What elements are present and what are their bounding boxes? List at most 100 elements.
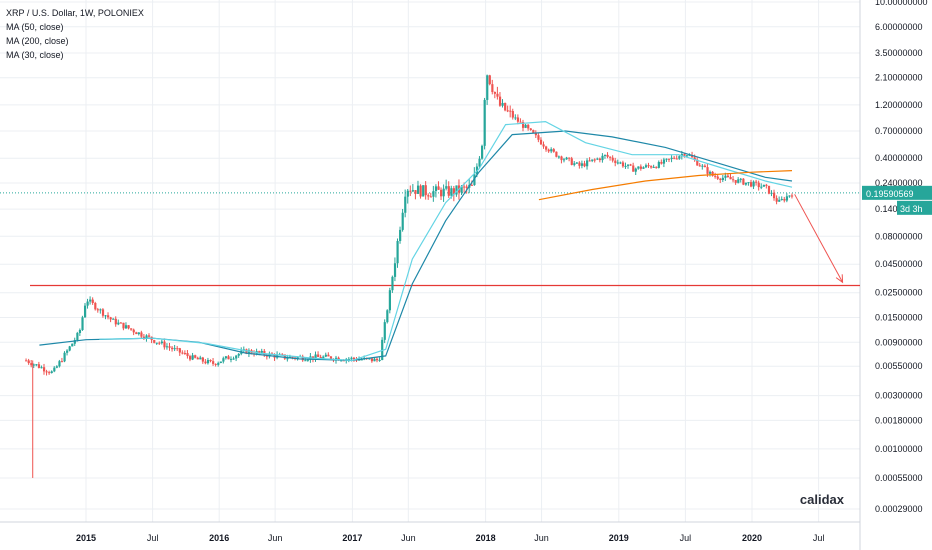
candle-body: [629, 164, 632, 166]
candle-body: [496, 93, 499, 97]
candle-body: [762, 184, 765, 187]
candle-body: [586, 160, 589, 167]
candle-body: [598, 158, 602, 161]
candle-body: [296, 356, 299, 359]
candle-body: [199, 357, 202, 360]
candle-body: [573, 163, 576, 165]
candle-body: [504, 102, 507, 111]
y-tick-label: 0.00100000: [875, 444, 923, 454]
candle-body: [706, 167, 709, 174]
candle-body: [647, 165, 650, 167]
candle-body: [232, 358, 235, 360]
x-tick-label: 2015: [76, 533, 96, 543]
candle-body: [45, 371, 48, 373]
candle-body: [483, 99, 486, 146]
candle-body: [624, 165, 627, 167]
candle-body: [688, 155, 691, 157]
candle-body: [655, 166, 658, 168]
legend-ma50: MA (50, close): [6, 22, 64, 32]
y-tick-label: 0.24000000: [875, 178, 923, 188]
candle-body: [416, 185, 420, 194]
candle-body: [40, 367, 43, 369]
candle-body: [491, 84, 494, 92]
candle-body: [644, 165, 648, 168]
legend-ma200: MA (200, close): [6, 36, 69, 46]
candle-body: [724, 175, 727, 178]
candle-body: [352, 357, 356, 360]
candle-body: [783, 198, 786, 201]
candle-body: [217, 362, 220, 365]
candle-body: [173, 348, 176, 350]
candle-body: [509, 110, 512, 112]
y-tick-label: 6.00000000: [875, 22, 923, 32]
candle-body: [527, 124, 530, 129]
y-tick-label: 0.00550000: [875, 361, 923, 371]
candle-body: [109, 317, 112, 320]
candle-body: [675, 158, 678, 160]
candle-body: [524, 124, 527, 128]
candle-body: [224, 356, 228, 359]
candle-body: [609, 156, 612, 158]
candle-body: [606, 154, 609, 157]
candle-body: [319, 356, 322, 359]
candle-body: [411, 190, 415, 192]
candle-body: [752, 181, 755, 187]
x-tick-label: 2018: [476, 533, 496, 543]
candle-body: [691, 155, 694, 158]
candle-body: [721, 177, 724, 181]
candle-body: [112, 318, 115, 320]
candle-body: [785, 196, 789, 201]
candle-body: [616, 162, 619, 164]
candle-body: [701, 165, 704, 167]
candle-body: [219, 361, 222, 363]
candle-body: [488, 75, 491, 85]
candle-body: [460, 186, 463, 193]
candle-body: [514, 117, 517, 119]
candle-body: [790, 195, 794, 197]
arrow-head: [835, 274, 844, 284]
candle-body: [447, 186, 450, 196]
candle-body: [619, 162, 622, 164]
candle-body: [227, 356, 230, 360]
candle-body: [399, 229, 402, 242]
chart-legend: XRP / U.S. Dollar, 1W, POLONIEX MA (50, …: [6, 6, 144, 62]
candle-body: [552, 149, 555, 152]
candle-body: [498, 96, 502, 106]
candle-body: [94, 302, 97, 310]
candle-body: [107, 315, 110, 318]
candle-body: [711, 171, 714, 176]
candle-body: [414, 190, 417, 194]
candle-body: [562, 159, 566, 161]
candle-body: [678, 156, 681, 159]
candle-body: [634, 168, 637, 172]
candle-body: [286, 358, 289, 360]
x-tick-label: Jul: [680, 533, 692, 543]
candle-body: [124, 325, 128, 329]
candle-body: [183, 353, 187, 355]
y-tick-label: 0.00055000: [875, 473, 923, 483]
x-tick-label: Jun: [534, 533, 549, 543]
candle-body: [729, 176, 732, 180]
candle-body: [68, 346, 71, 351]
candle-body: [611, 157, 614, 161]
candle-body: [263, 350, 266, 355]
candle-body: [591, 159, 594, 161]
y-tick-label: 0.140: [875, 204, 898, 214]
candle-body: [268, 353, 271, 357]
candle-body: [347, 358, 351, 360]
candle-body: [568, 157, 571, 159]
candle-body: [452, 188, 456, 195]
candle-body: [165, 346, 169, 348]
candle-body: [542, 144, 545, 147]
candle-body: [258, 351, 261, 353]
candle-body: [324, 354, 327, 357]
candle-body: [583, 163, 586, 167]
candle-body: [140, 332, 143, 337]
candle-body: [765, 184, 768, 186]
candle-body: [391, 276, 394, 291]
candle-body: [237, 353, 240, 356]
candle-body: [565, 157, 568, 160]
candle-body: [511, 111, 514, 118]
candle-body: [327, 354, 330, 357]
